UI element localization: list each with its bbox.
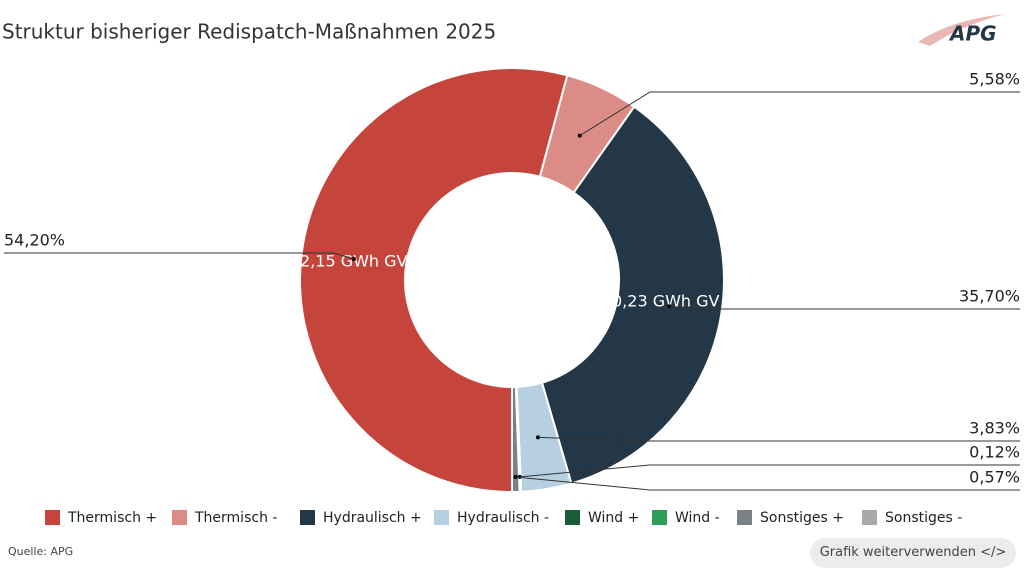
logo: APG (948, 22, 997, 46)
legend-label: Thermisch - (194, 510, 277, 526)
source: Quelle: APG (8, 545, 73, 558)
legend-label: Wind + (588, 510, 639, 526)
data-label: 54,20% (4, 231, 65, 250)
legend-label: Sonstiges + (760, 510, 844, 526)
data-label: 5,58% (969, 70, 1020, 89)
leader-line (669, 305, 1020, 310)
legend-label: Thermisch + (67, 510, 157, 526)
leader-line (519, 464, 1020, 478)
data-label: 35,70% (959, 287, 1020, 306)
legend-swatch (172, 510, 187, 525)
leader-line (4, 252, 355, 260)
donut-slice (299, 67, 569, 494)
leader-line (537, 436, 1020, 442)
legend-swatch (300, 510, 315, 525)
slice-annotation: 0,23 GWh GV (612, 292, 720, 311)
legend-label: Hydraulisch + (323, 510, 422, 526)
data-label: 0,57% (969, 468, 1020, 487)
reuse-button[interactable]: Grafik weiterverwenden </> (810, 538, 1016, 568)
logo-swoosh (918, 14, 1005, 46)
legend-label: Sonstiges - (885, 510, 962, 526)
donut-slice (540, 105, 725, 485)
legend-swatch (652, 510, 667, 525)
legend-swatch (434, 510, 449, 525)
leader-line (515, 476, 1020, 491)
legend-label: Hydraulisch - (457, 510, 549, 526)
legend-swatch (737, 510, 752, 525)
legend-swatch (45, 510, 60, 525)
legend-swatch (565, 510, 580, 525)
chart-title: Struktur bisheriger Redispatch-Maßnahmen… (2, 20, 496, 44)
leader-line (579, 91, 1020, 137)
legend-label: Wind - (675, 510, 720, 526)
legend-swatch (862, 510, 877, 525)
donut-hole (406, 174, 618, 386)
data-label: 0,12% (969, 443, 1020, 462)
data-label: 3,83% (969, 419, 1020, 438)
